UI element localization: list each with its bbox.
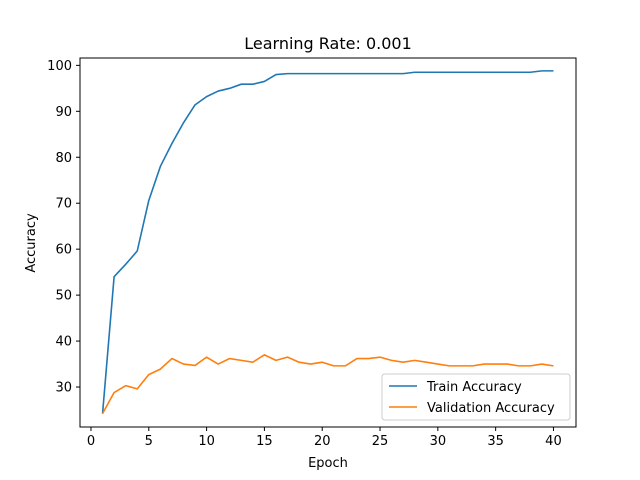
x-tick-label: 35 bbox=[487, 434, 504, 449]
x-tick-label: 40 bbox=[545, 434, 562, 449]
plot-area bbox=[101, 70, 554, 415]
x-axis: 0 5 10 15 20 25 30 35 40 bbox=[87, 427, 562, 449]
y-tick-label: 100 bbox=[47, 59, 72, 74]
x-tick-label: 10 bbox=[198, 434, 215, 449]
y-tick-label: 30 bbox=[55, 381, 72, 396]
legend-label-train: Train Accuracy bbox=[426, 380, 522, 395]
y-tick-label: 80 bbox=[55, 151, 72, 166]
y-tick-label: 50 bbox=[55, 289, 72, 304]
x-tick-label: 5 bbox=[145, 434, 153, 449]
chart-title: Learning Rate: 0.001 bbox=[244, 34, 412, 53]
plot-frame bbox=[79, 57, 577, 428]
y-tick-label: 40 bbox=[55, 335, 72, 350]
y-tick-label: 90 bbox=[55, 105, 72, 120]
series-line-validation bbox=[101, 354, 554, 415]
y-axis-label: Accuracy bbox=[24, 213, 39, 273]
x-tick-label: 0 bbox=[87, 434, 95, 449]
y-axis: 30 40 50 60 70 80 90 100 bbox=[47, 59, 80, 396]
x-tick-label: 30 bbox=[430, 434, 447, 449]
x-tick-label: 20 bbox=[314, 434, 331, 449]
y-tick-label: 60 bbox=[55, 243, 72, 258]
x-tick-label: 25 bbox=[372, 434, 389, 449]
series-line-train bbox=[101, 70, 554, 414]
y-tick-label: 70 bbox=[55, 197, 72, 212]
x-tick-label: 15 bbox=[256, 434, 273, 449]
legend-label-validation: Validation Accuracy bbox=[427, 401, 555, 416]
x-axis-label: Epoch bbox=[308, 456, 348, 471]
legend: Train Accuracy Validation Accuracy bbox=[381, 373, 571, 421]
legend-box bbox=[381, 373, 571, 421]
